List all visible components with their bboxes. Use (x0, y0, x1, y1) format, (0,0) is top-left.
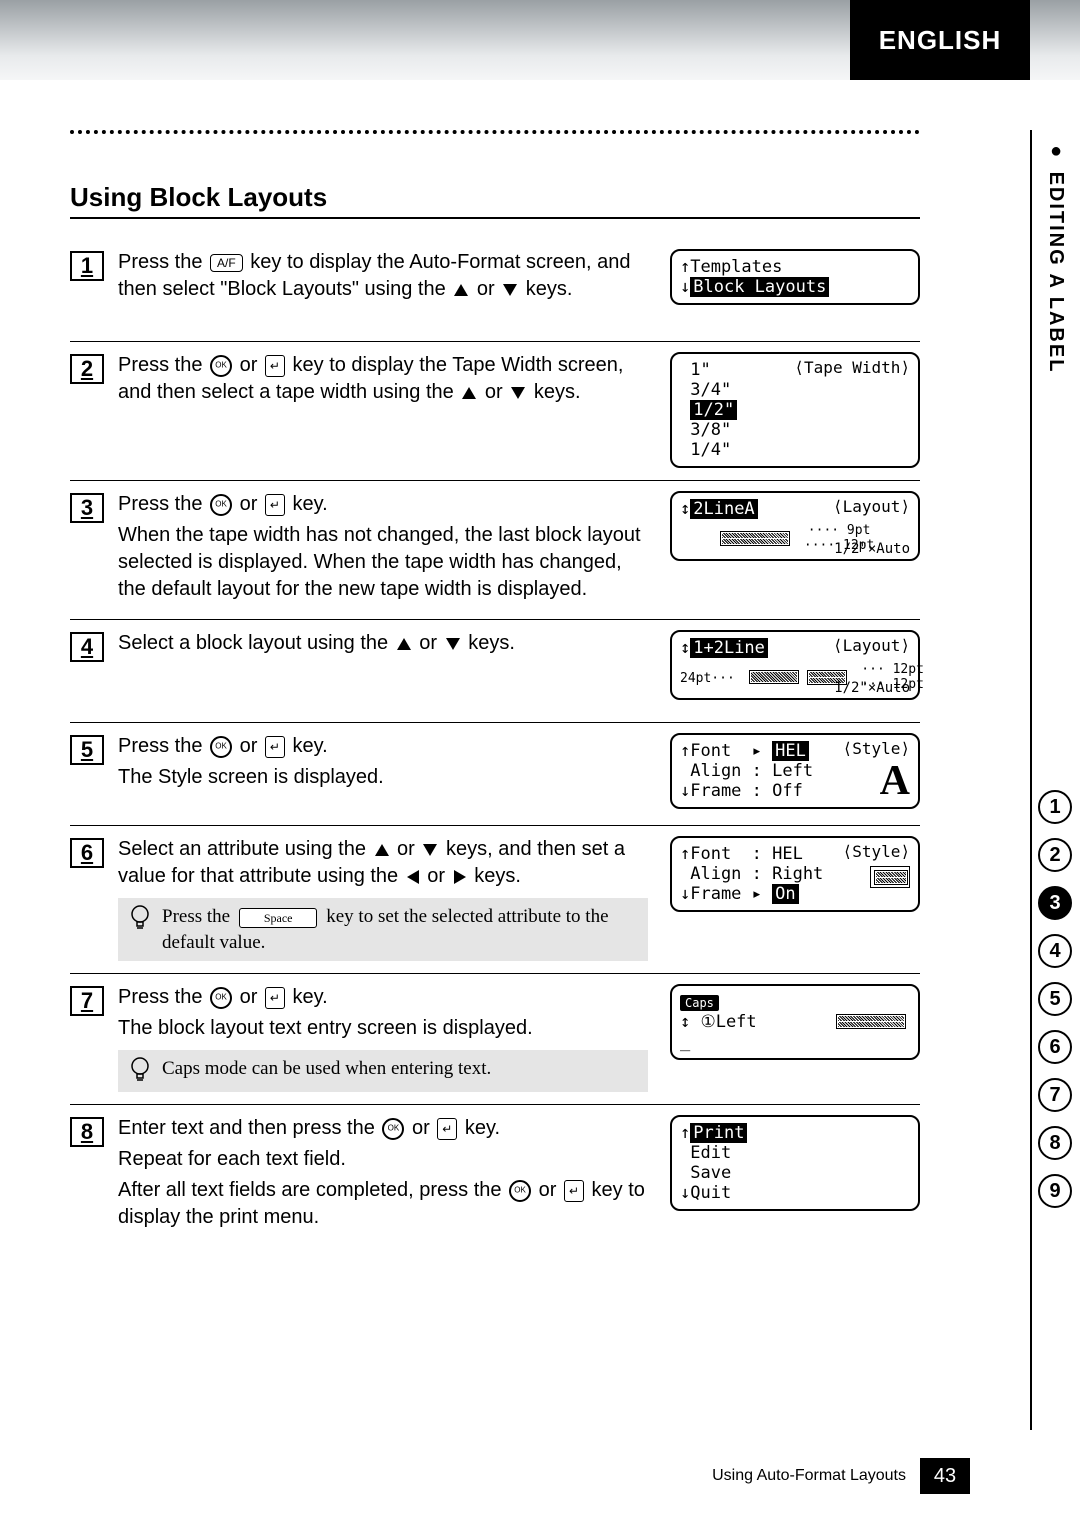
up-arrow-icon (397, 638, 411, 650)
step-figure: ↑Print Edit Save↓Quit (670, 1115, 920, 1211)
step-text: Select a block layout using the or keys. (118, 630, 656, 661)
lcd-screen: ↕2LineA⟨Layout⟩ ···· 9pt···· 12pt 1/2"×A… (670, 491, 920, 561)
down-arrow-icon (423, 844, 437, 856)
step-text: Press the or key.The Style screen is dis… (118, 733, 656, 795)
step-figure: ⟨Tape Width⟩ 1" 3/4" 1/2" 3/8" 1/4" (670, 352, 920, 468)
step-text: Press the or key to display the Tape Wid… (118, 352, 656, 410)
chapter-tab-7[interactable]: 7 (1038, 1078, 1072, 1112)
ok-key-icon (210, 494, 232, 516)
tip-note: Press the Space key to set the selected … (118, 898, 648, 961)
enter-key-icon (265, 494, 285, 516)
side-tab: EDITING A LABEL (1030, 130, 1080, 1430)
chapter-tab-9[interactable]: 9 (1038, 1174, 1072, 1208)
step-number: 3 (70, 493, 104, 523)
chapter-tab-2[interactable]: 2 (1038, 838, 1072, 872)
step-figure: ↕1+2Line⟨Layout⟩ 24pt··· ··· 12pt··· 12p… (670, 630, 920, 710)
step-number: 2 (70, 354, 104, 384)
step-number: 5 (70, 735, 104, 765)
step-row: 2 Press the or key to display the Tape W… (70, 342, 920, 481)
tip-bulb-icon (128, 904, 152, 934)
step-text: Select an attribute using the or keys, a… (118, 836, 656, 961)
space-key-icon: Space (239, 908, 318, 928)
lcd-screen: ⟨Style⟩↑Font ▸ HEL Align : Left↓Frame : … (670, 733, 920, 809)
lcd-screen: ↕1+2Line⟨Layout⟩ 24pt··· ··· 12pt··· 12p… (670, 630, 920, 700)
step-number: 6 (70, 838, 104, 868)
chapter-tab-5[interactable]: 5 (1038, 982, 1072, 1016)
lcd-screen: Caps↕ ①Left _ (670, 984, 920, 1060)
step-text: Press the or key.When the tape width has… (118, 491, 656, 607)
enter-key-icon (265, 355, 285, 377)
step-number: 4 (70, 632, 104, 662)
enter-key-icon (265, 987, 285, 1009)
enter-key-icon (265, 736, 285, 758)
step-row: 6 Select an attribute using the or keys,… (70, 826, 920, 974)
header-band: ENGLISH (0, 0, 1080, 80)
enter-key-icon (437, 1118, 457, 1140)
lcd-screen: ⟨Tape Width⟩ 1" 3/4" 1/2" 3/8" 1/4" (670, 352, 920, 468)
ok-key-icon (509, 1180, 531, 1202)
up-arrow-icon (454, 284, 468, 296)
step-figure: Caps↕ ①Left _ (670, 984, 920, 1064)
section-title: Using Block Layouts (70, 182, 920, 219)
left-arrow-icon (407, 870, 419, 884)
chapter-tab-1[interactable]: 1 (1038, 790, 1072, 824)
step-row: 5 Press the or key.The Style screen is d… (70, 723, 920, 826)
step-number: 8 (70, 1117, 104, 1147)
up-arrow-icon (462, 387, 476, 399)
dotted-rule (70, 130, 920, 134)
chapter-index: 1 2 3 4 5 6 7 8 9 (1030, 790, 1080, 1208)
step-text: Enter text and then press the or key.Rep… (118, 1115, 656, 1235)
ok-key-icon (210, 736, 232, 758)
right-arrow-icon (454, 870, 466, 884)
page-number: 43 (920, 1458, 970, 1494)
step-text: Press the or key.The block layout text e… (118, 984, 656, 1092)
step-figure: ⟨Style⟩↑Font ▸ HEL Align : Left↓Frame : … (670, 733, 920, 813)
page-footer: Using Auto-Format Layouts 43 (70, 1458, 970, 1494)
ok-key-icon (210, 987, 232, 1009)
down-arrow-icon (503, 284, 517, 296)
step-row: 4 Select a block layout using the or key… (70, 620, 920, 723)
af-key-icon: A/F (210, 254, 243, 272)
step-number: 7 (70, 986, 104, 1016)
chapter-tab-3[interactable]: 3 (1038, 886, 1072, 920)
tip-bulb-icon (128, 1056, 152, 1086)
step-number: 1 (70, 251, 104, 281)
step-figure: ↕2LineA⟨Layout⟩ ···· 9pt···· 12pt 1/2"×A… (670, 491, 920, 571)
step-figure: ⟨Style⟩↑Font : HEL Align : Right↓Frame ▸… (670, 836, 920, 916)
step-row: 7 Press the or key.The block layout text… (70, 974, 920, 1105)
lcd-screen: ↑Templates↓Block Layouts (670, 249, 920, 305)
side-section-label: EDITING A LABEL (1032, 130, 1067, 390)
chapter-tab-8[interactable]: 8 (1038, 1126, 1072, 1160)
ok-key-icon (382, 1118, 404, 1140)
up-arrow-icon (375, 844, 389, 856)
tip-note: Caps mode can be used when entering text… (118, 1050, 648, 1092)
step-row: 8 Enter text and then press the or key.R… (70, 1105, 920, 1247)
enter-key-icon (564, 1180, 584, 1202)
step-row: 1 Press the A/F key to display the Auto-… (70, 239, 920, 342)
language-badge: ENGLISH (850, 0, 1030, 80)
ok-key-icon (210, 355, 232, 377)
steps-list: 1 Press the A/F key to display the Auto-… (70, 239, 920, 1247)
down-arrow-icon (446, 638, 460, 650)
chapter-tab-6[interactable]: 6 (1038, 1030, 1072, 1064)
running-title: Using Auto-Format Layouts (712, 1467, 906, 1485)
step-row: 3 Press the or key.When the tape width h… (70, 481, 920, 620)
lcd-screen: ⟨Style⟩↑Font : HEL Align : Right↓Frame ▸… (670, 836, 920, 912)
chapter-tab-4[interactable]: 4 (1038, 934, 1072, 968)
step-figure: ↑Templates↓Block Layouts (670, 249, 920, 329)
down-arrow-icon (511, 387, 525, 399)
step-text: Press the A/F key to display the Auto-Fo… (118, 249, 656, 307)
page-body: Using Block Layouts 1 Press the A/F key … (70, 130, 920, 1247)
lcd-screen: ↑Print Edit Save↓Quit (670, 1115, 920, 1211)
